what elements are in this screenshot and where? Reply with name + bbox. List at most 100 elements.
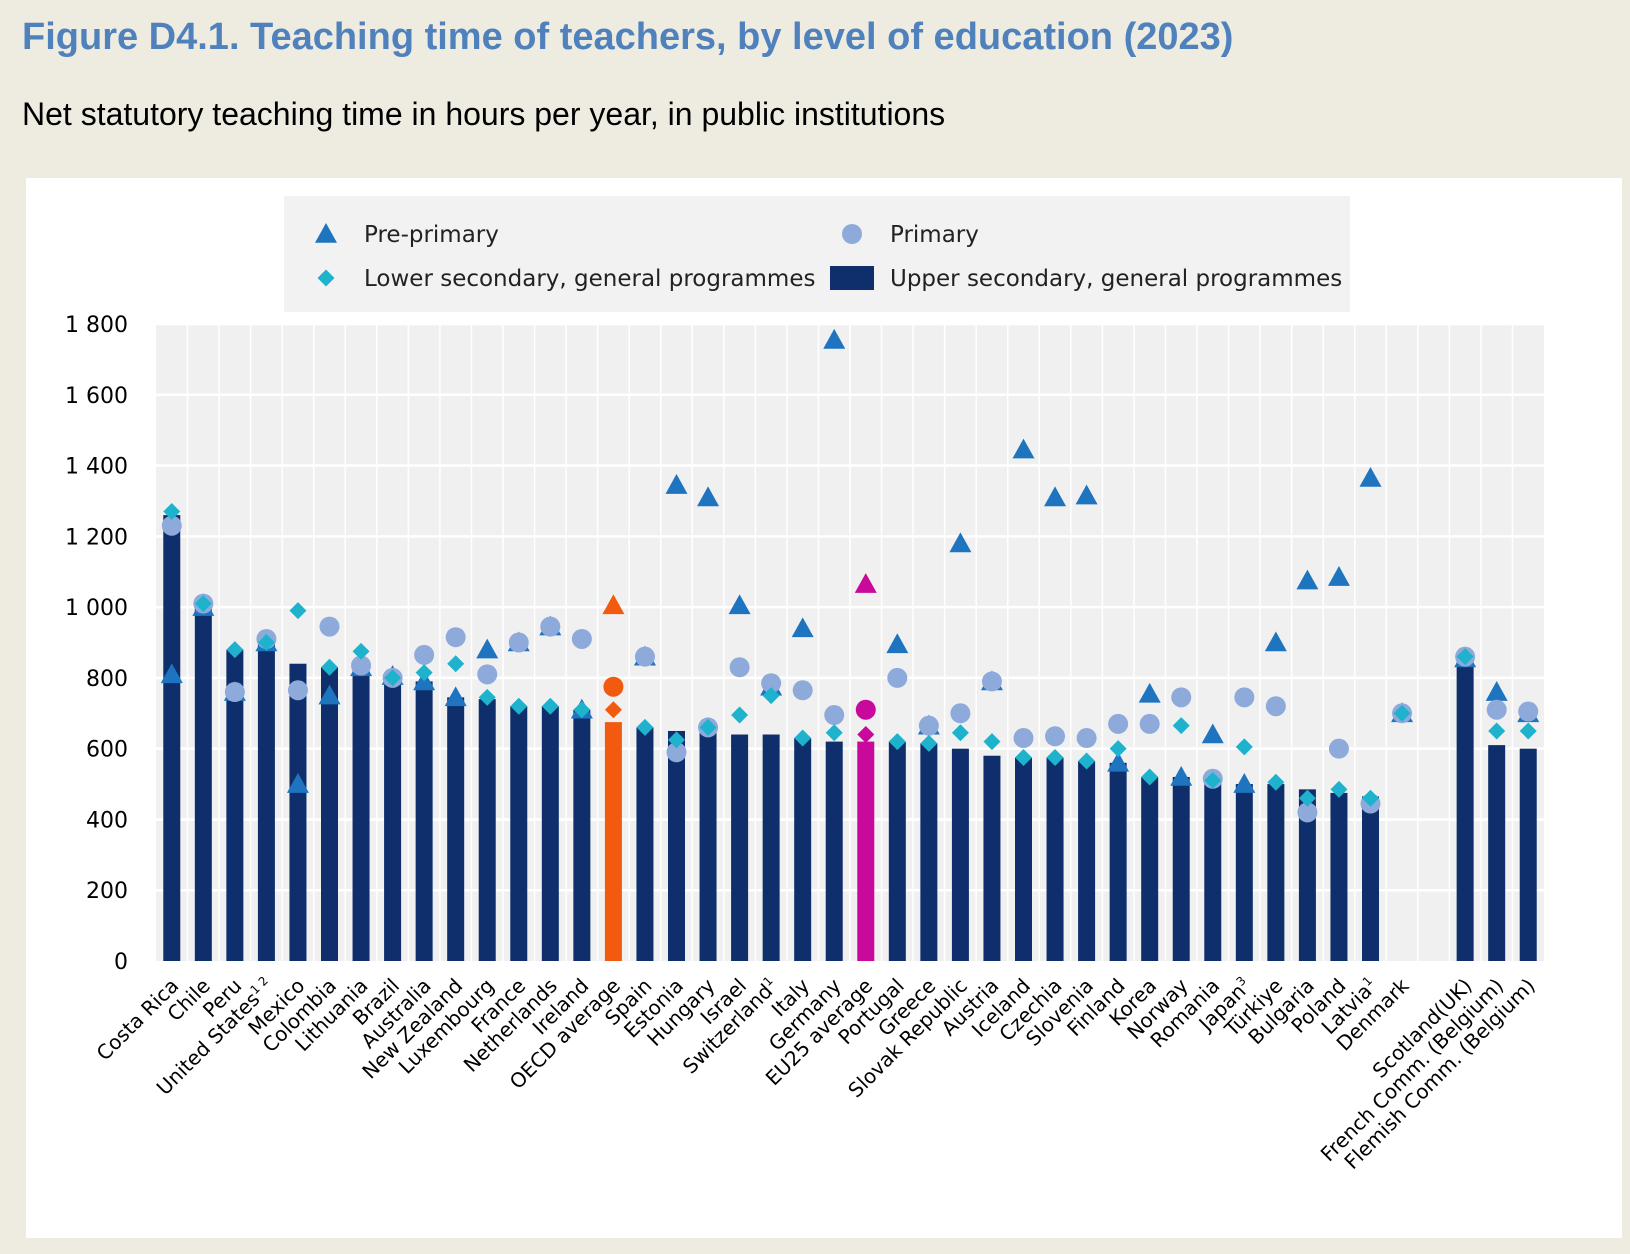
marker-preprimary	[318, 684, 341, 705]
y-tick-label: 800	[86, 667, 128, 692]
marker-primary	[1013, 728, 1034, 749]
marker-lower-secondary	[1172, 717, 1190, 735]
bar-upper-secondary	[478, 699, 496, 961]
marker-preprimary	[1044, 486, 1067, 507]
marker-lower-secondary	[1204, 772, 1222, 790]
marker-primary	[540, 616, 561, 637]
marker-primary	[855, 699, 876, 720]
marker-primary	[287, 680, 308, 701]
y-axis: 0 200 400 600 800 1 000 1 200 1 400 1 600 1 800	[65, 313, 128, 975]
marker-primary	[571, 628, 592, 649]
bar-upper-secondary	[794, 738, 812, 961]
marker-lower-secondary	[604, 701, 622, 719]
bar-upper-secondary	[604, 722, 622, 961]
marker-primary	[887, 667, 908, 688]
figure-title: Figure D4.1. Teaching time of teachers, …	[22, 16, 1234, 58]
marker-primary	[1328, 738, 1349, 759]
bar-upper-secondary	[1046, 757, 1064, 961]
bar-upper-secondary	[731, 734, 749, 961]
y-tick-label: 1 200	[65, 525, 128, 550]
marker-lower-secondary	[668, 731, 685, 749]
bar-upper-secondary	[289, 663, 307, 961]
marker-preprimary	[1296, 569, 1319, 590]
marker-preprimary	[854, 573, 877, 593]
marker-primary	[445, 627, 466, 648]
bar-upper-secondary	[1456, 656, 1474, 961]
marker-lower-secondary	[636, 718, 654, 736]
bar-upper-secondary	[1362, 796, 1379, 961]
bar-upper-secondary	[1109, 762, 1127, 961]
marker-lower-secondary	[415, 664, 433, 682]
marker-primary	[729, 657, 750, 678]
marker-lower-secondary	[888, 733, 906, 751]
figure-subtitle: Net statutory teaching time in hours per…	[22, 96, 946, 132]
bar-upper-secondary	[1235, 784, 1253, 961]
marker-primary	[477, 664, 498, 685]
marker-lower-secondary	[1362, 789, 1379, 807]
marker-primary	[224, 682, 245, 703]
marker-primary	[761, 673, 782, 694]
bar-upper-secondary	[541, 706, 559, 961]
marker-lower-secondary	[762, 687, 780, 705]
bar-upper-secondary	[226, 649, 244, 961]
marker-preprimary	[823, 328, 846, 349]
marker-preprimary	[1233, 773, 1256, 793]
bar-upper-secondary	[510, 706, 528, 961]
marker-lower-secondary	[983, 733, 1001, 751]
marker-lower-secondary	[1330, 780, 1348, 798]
marker-primary	[634, 646, 655, 667]
legend-label: Upper secondary, general programmes	[890, 266, 1342, 292]
marker-primary	[1045, 726, 1066, 747]
marker-lower-secondary	[1235, 738, 1253, 756]
marker-primary	[1108, 713, 1129, 734]
markers	[160, 328, 1540, 823]
legend-box	[284, 196, 1350, 312]
marker-lower-secondary	[1488, 722, 1506, 740]
marker-primary	[351, 655, 372, 676]
bar-upper-secondary	[1015, 757, 1032, 961]
marker-preprimary	[1359, 466, 1382, 487]
marker-lower-secondary	[163, 503, 181, 521]
marker-lower-secondary	[731, 706, 749, 724]
marker-preprimary	[1012, 438, 1035, 459]
marker-preprimary	[1107, 751, 1130, 772]
legend-bar-icon	[830, 266, 874, 290]
marker-lower-secondary	[289, 602, 307, 620]
marker-lower-secondary	[920, 734, 938, 752]
marker-preprimary	[444, 686, 467, 707]
marker-preprimary	[1485, 681, 1508, 701]
legend-item-preprimary: Pre-primary	[315, 222, 499, 248]
legend-triangle-icon	[315, 223, 337, 243]
bar-upper-secondary	[415, 681, 433, 961]
marker-preprimary	[1327, 566, 1350, 586]
marker-lower-secondary	[1393, 704, 1411, 722]
bar-upper-secondary	[257, 642, 275, 961]
marker-primary	[319, 616, 340, 637]
bar-upper-secondary	[857, 741, 875, 961]
marker-lower-secondary	[1141, 768, 1159, 786]
marker-lower-secondary	[1046, 749, 1064, 767]
y-tick-label: 0	[114, 950, 128, 975]
bars	[163, 515, 1537, 961]
y-tick-label: 1 000	[65, 596, 128, 621]
bar-upper-secondary	[321, 667, 338, 961]
bar-upper-secondary	[1267, 784, 1285, 961]
legend-circle-icon	[842, 224, 862, 244]
marker-primary	[1486, 699, 1507, 720]
marker-primary	[1518, 701, 1539, 722]
bar-upper-secondary	[1330, 792, 1348, 961]
marker-primary	[1171, 687, 1192, 708]
bar-upper-secondary	[384, 677, 402, 961]
bar-upper-secondary	[1172, 776, 1190, 961]
y-tick-label: 1 600	[65, 384, 128, 409]
marker-lower-secondary	[226, 641, 244, 659]
marker-preprimary	[886, 633, 909, 654]
bar-upper-secondary	[447, 697, 465, 961]
marker-preprimary	[791, 617, 814, 638]
marker-preprimary	[286, 773, 309, 793]
legend-item-lower_secondary: Lower secondary, general programmes	[317, 266, 815, 292]
marker-preprimary	[728, 594, 751, 615]
chart-panel: 0 200 400 600 800 1 000 1 200 1 400 1 600 1 800 C…	[26, 178, 1622, 1238]
legend-label: Primary	[890, 222, 979, 248]
marker-preprimary	[1264, 631, 1287, 652]
